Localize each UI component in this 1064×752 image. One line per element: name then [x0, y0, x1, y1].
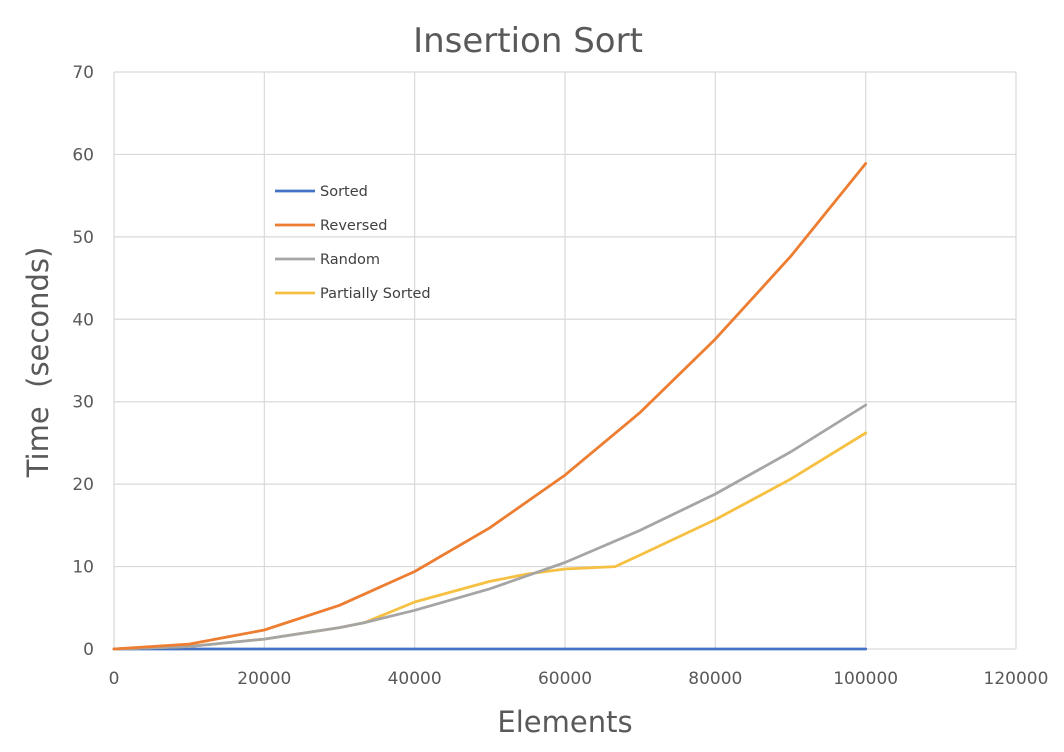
y-tick-label: 40	[72, 310, 94, 330]
y-tick-label: 50	[72, 228, 94, 248]
gridlines	[113, 71, 1017, 650]
y-tick-label: 0	[83, 640, 94, 660]
legend-label: Reversed	[320, 218, 388, 234]
x-tick-label: 40000	[388, 669, 442, 689]
x-axis-title: Elements	[497, 705, 632, 739]
series-line-reversed	[112, 162, 868, 651]
chart-title: Insertion Sort	[413, 21, 643, 61]
legend: Sorted Reversed Random Partially Sorted	[275, 184, 431, 302]
y-tick-label: 70	[72, 63, 94, 83]
tick-labels: 0 10 20 30 40 50 60 70 0 20000 40000 60000 80000 1000…	[72, 63, 1048, 689]
x-tick-label: 20000	[237, 669, 291, 689]
x-tick-label: 60000	[538, 669, 592, 689]
legend-label: Random	[320, 252, 380, 268]
legend-label: Partially Sorted	[320, 286, 431, 302]
x-tick-label: 80000	[688, 669, 742, 689]
y-tick-label: 30	[72, 393, 94, 413]
y-tick-label: 10	[72, 558, 94, 578]
x-tick-label: 120000	[984, 669, 1049, 689]
series-layer	[112, 162, 868, 651]
y-tick-label: 60	[72, 145, 94, 165]
legend-label: Sorted	[320, 184, 368, 200]
y-axis-title: Time (seconds)	[21, 247, 55, 479]
y-tick-label: 20	[72, 475, 94, 495]
series-line-random	[112, 403, 868, 651]
x-tick-label: 0	[109, 669, 120, 689]
x-tick-label: 100000	[833, 669, 898, 689]
